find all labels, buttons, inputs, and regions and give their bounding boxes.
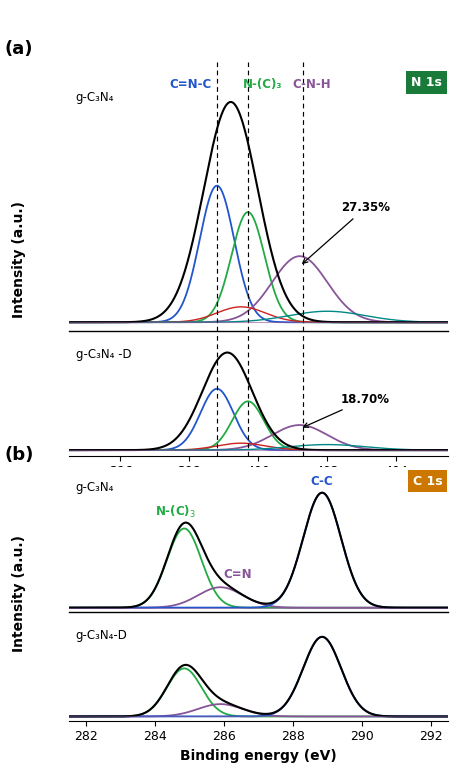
Text: C-C: C-C xyxy=(311,475,333,488)
Text: N-(C)₃: N-(C)₃ xyxy=(243,78,283,91)
Text: C=N-C: C=N-C xyxy=(170,78,212,91)
Text: 27.35%: 27.35% xyxy=(303,201,390,263)
Text: g-C₃N₄: g-C₃N₄ xyxy=(76,91,114,104)
Text: (b): (b) xyxy=(5,446,34,464)
Text: Intensity (a.u.): Intensity (a.u.) xyxy=(12,535,26,653)
Text: Intensity (a.u.): Intensity (a.u.) xyxy=(12,200,26,318)
Text: C=N: C=N xyxy=(223,569,252,581)
X-axis label: Binding energy (eV): Binding energy (eV) xyxy=(180,749,337,763)
Text: N 1s: N 1s xyxy=(411,76,442,89)
Text: g-C₃N₄ -D: g-C₃N₄ -D xyxy=(76,347,131,361)
Text: C-N-H: C-N-H xyxy=(293,78,331,91)
Text: 18.70%: 18.70% xyxy=(303,393,390,428)
X-axis label: Binding energy (eV): Binding energy (eV) xyxy=(180,484,337,498)
Text: g-C₃N₄: g-C₃N₄ xyxy=(76,481,114,494)
Text: g-C₃N₄-D: g-C₃N₄-D xyxy=(76,629,128,642)
Text: C 1s: C 1s xyxy=(412,474,442,488)
Text: N-(C)$_3$: N-(C)$_3$ xyxy=(155,504,196,520)
Text: (a): (a) xyxy=(5,41,33,58)
